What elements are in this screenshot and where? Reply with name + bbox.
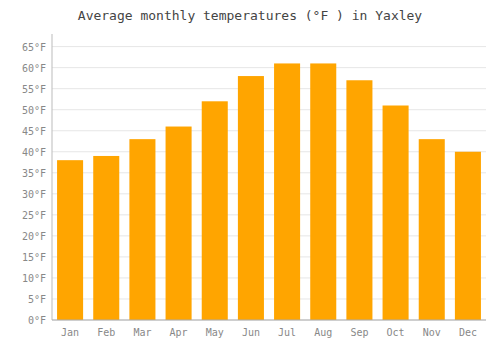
bar xyxy=(346,80,372,320)
x-tick-label: Jun xyxy=(242,327,260,338)
x-tick-label: Jul xyxy=(278,327,296,338)
y-tick-label: 60°F xyxy=(22,63,46,74)
x-tick-label: May xyxy=(206,327,224,338)
grid-line xyxy=(52,320,486,321)
title: Average monthly temperatures (°F ) in Ya… xyxy=(78,8,423,23)
bar xyxy=(57,160,83,320)
y-tick-label: 20°F xyxy=(22,231,46,242)
bar xyxy=(274,63,300,320)
grid-line xyxy=(52,67,486,68)
y-tick-label: 45°F xyxy=(22,126,46,137)
x-tick-label: Dec xyxy=(459,327,477,338)
y-tick-label: 30°F xyxy=(22,189,46,200)
grid-line xyxy=(52,46,486,47)
y-tick-label: 65°F xyxy=(22,42,46,53)
x-tick-label: Aug xyxy=(314,327,332,338)
bar xyxy=(129,139,155,320)
bar xyxy=(383,106,409,321)
y-tick-label: 0°F xyxy=(28,315,46,326)
grid-line xyxy=(52,130,486,131)
grid-line xyxy=(52,88,486,89)
y-tick-label: 35°F xyxy=(22,168,46,179)
y-tick-label: 40°F xyxy=(22,147,46,158)
x-axis-line xyxy=(52,320,486,321)
bar xyxy=(93,156,119,320)
y-tick-label: 10°F xyxy=(22,273,46,284)
y-tick-label: 25°F xyxy=(22,210,46,221)
bar xyxy=(202,101,228,320)
x-tick-label: Feb xyxy=(97,327,115,338)
bar xyxy=(166,127,192,320)
x-tick-label: Jan xyxy=(61,327,79,338)
bar xyxy=(419,139,445,320)
grid-line xyxy=(52,109,486,110)
x-tick-label: Sep xyxy=(350,327,368,338)
x-tick-label: Mar xyxy=(133,327,151,338)
y-tick-label: 55°F xyxy=(22,84,46,95)
bars xyxy=(57,63,481,320)
y-axis: 0°F 5°F 10°F 15°F 20°F 25°F 30°F 35°F 40°F 45°F 50… xyxy=(22,34,52,326)
x-axis: Jan Feb Mar Apr May Jun Jul Aug Sep Oct Nov Dec xyxy=(52,320,486,338)
x-tick-label: Apr xyxy=(170,327,188,338)
y-tick-label: 15°F xyxy=(22,252,46,263)
chart: Average monthly temperatures (°F ) in Ya… xyxy=(0,0,500,350)
y-axis-line xyxy=(52,34,53,320)
x-tick-label: Nov xyxy=(423,327,441,338)
bar xyxy=(310,63,336,320)
bar xyxy=(455,152,481,320)
y-tick-label: 50°F xyxy=(22,105,46,116)
grid xyxy=(52,47,486,320)
bar xyxy=(238,76,264,320)
x-tick-label: Oct xyxy=(387,327,405,338)
y-tick-label: 5°F xyxy=(28,294,46,305)
